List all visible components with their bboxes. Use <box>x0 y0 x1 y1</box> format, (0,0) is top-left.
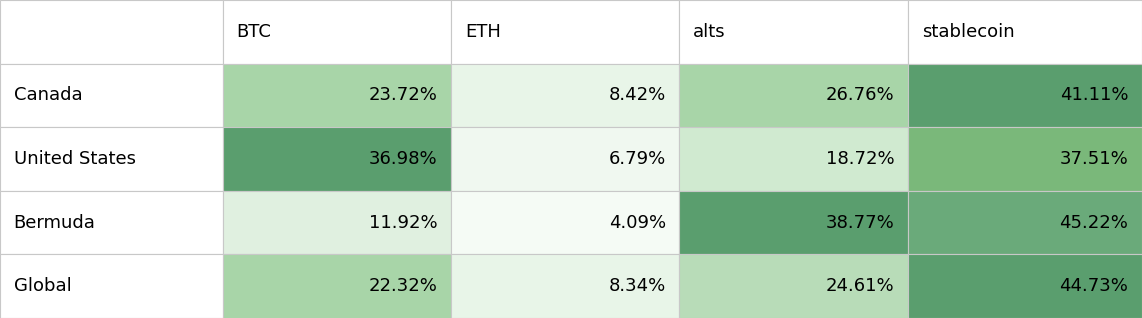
Bar <box>679 64 908 127</box>
Bar <box>0 191 223 254</box>
Text: 8.42%: 8.42% <box>609 86 666 104</box>
Bar <box>0 0 223 64</box>
Bar <box>451 254 679 318</box>
Text: ETH: ETH <box>465 23 500 41</box>
Text: 41.11%: 41.11% <box>1060 86 1128 104</box>
Text: 6.79%: 6.79% <box>609 150 666 168</box>
Bar <box>451 191 679 254</box>
Text: 36.98%: 36.98% <box>369 150 437 168</box>
Text: 23.72%: 23.72% <box>369 86 437 104</box>
Text: 44.73%: 44.73% <box>1060 277 1128 295</box>
Text: United States: United States <box>14 150 136 168</box>
Text: 37.51%: 37.51% <box>1060 150 1128 168</box>
Bar <box>223 64 451 127</box>
Text: Global: Global <box>14 277 72 295</box>
Bar <box>0 64 223 127</box>
Bar <box>908 64 1142 127</box>
Text: 45.22%: 45.22% <box>1060 214 1128 232</box>
Bar <box>908 127 1142 191</box>
Text: alts: alts <box>693 23 726 41</box>
Text: stablecoin: stablecoin <box>922 23 1014 41</box>
Bar <box>679 0 908 64</box>
Text: 8.34%: 8.34% <box>609 277 666 295</box>
Text: 24.61%: 24.61% <box>826 277 894 295</box>
Text: Canada: Canada <box>14 86 82 104</box>
Bar <box>679 127 908 191</box>
Text: 11.92%: 11.92% <box>369 214 437 232</box>
Text: 26.76%: 26.76% <box>826 86 894 104</box>
Bar <box>451 127 679 191</box>
Bar <box>451 64 679 127</box>
Bar <box>0 127 223 191</box>
Bar <box>223 0 451 64</box>
Text: BTC: BTC <box>236 23 272 41</box>
Bar <box>908 191 1142 254</box>
Bar <box>451 0 679 64</box>
Text: Bermuda: Bermuda <box>14 214 96 232</box>
Bar <box>679 254 908 318</box>
Bar <box>908 0 1142 64</box>
Bar <box>223 191 451 254</box>
Bar <box>223 127 451 191</box>
Text: 4.09%: 4.09% <box>609 214 666 232</box>
Bar <box>679 191 908 254</box>
Text: 18.72%: 18.72% <box>826 150 894 168</box>
Text: 38.77%: 38.77% <box>826 214 894 232</box>
Bar <box>223 254 451 318</box>
Bar <box>908 254 1142 318</box>
Bar <box>0 254 223 318</box>
Text: 22.32%: 22.32% <box>369 277 437 295</box>
